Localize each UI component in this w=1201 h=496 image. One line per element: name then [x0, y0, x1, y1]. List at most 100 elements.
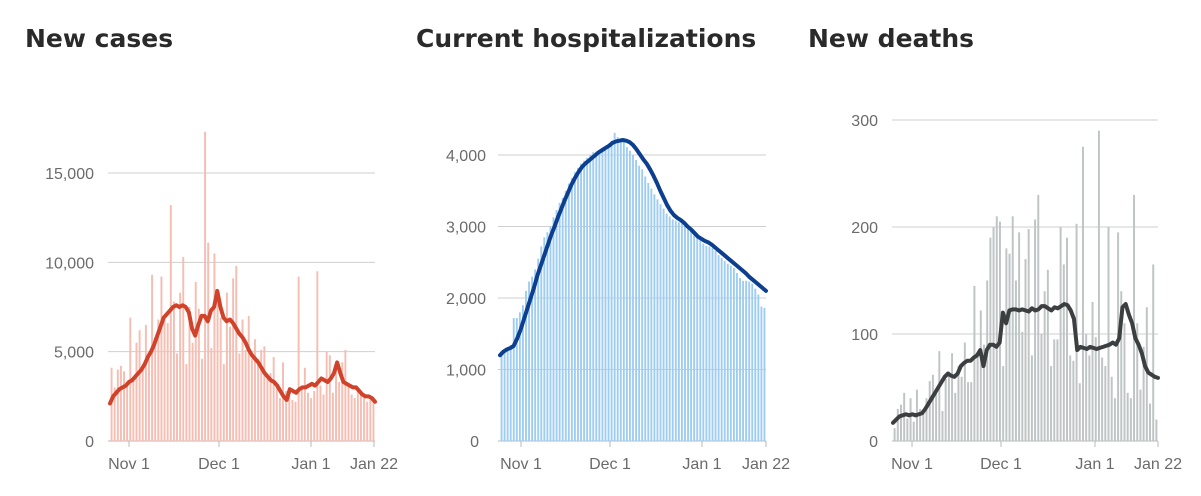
bar: [677, 222, 680, 441]
bar: [625, 147, 628, 441]
bar: [1123, 323, 1126, 441]
bar: [941, 411, 944, 441]
bar: [263, 346, 266, 441]
bar: [244, 349, 247, 441]
bar: [179, 292, 182, 441]
bar: [671, 219, 674, 441]
bar: [344, 349, 347, 441]
bar: [754, 288, 757, 441]
bar: [148, 358, 150, 441]
bar: [732, 267, 735, 441]
bar: [151, 274, 154, 441]
bar: [1142, 346, 1145, 441]
bar: [506, 348, 509, 441]
bar: [247, 315, 250, 441]
bar: [1062, 264, 1065, 441]
bar: [369, 399, 372, 441]
bar: [182, 256, 185, 441]
bar: [172, 301, 175, 441]
bar: [285, 390, 288, 441]
bar: [684, 225, 686, 441]
bar: [1126, 392, 1129, 441]
bar: [925, 398, 928, 441]
bar: [745, 280, 748, 441]
bar: [641, 169, 644, 442]
bar: [257, 358, 260, 441]
bar: [595, 151, 598, 441]
bar: [185, 364, 188, 441]
bar: [947, 371, 950, 441]
bar: [983, 344, 985, 441]
bar: [1081, 146, 1084, 441]
y-tick-label: 300: [851, 113, 878, 130]
bar: [166, 323, 169, 441]
bar: [928, 381, 931, 441]
bar: [1149, 403, 1152, 441]
bar: [1094, 337, 1097, 441]
bar: [278, 398, 281, 441]
bar: [760, 306, 763, 441]
bar: [1078, 383, 1081, 441]
bar: [528, 281, 530, 441]
bar: [328, 355, 331, 441]
bars: [500, 132, 766, 442]
x-tick-label: Dec 1: [589, 456, 631, 473]
bar: [188, 307, 191, 441]
bar: [1043, 291, 1046, 441]
x-tick-label: Dec 1: [980, 456, 1022, 473]
bar: [726, 263, 729, 441]
bar: [919, 408, 922, 441]
bar: [266, 374, 269, 441]
bar: [269, 373, 272, 441]
bar: [653, 194, 656, 441]
y-tick-label: 0: [470, 434, 479, 451]
bar: [604, 147, 607, 441]
bar: [1091, 301, 1094, 441]
bar: [635, 160, 638, 441]
bar: [748, 281, 751, 441]
bar: [723, 260, 726, 441]
x-tick-label: Nov 1: [108, 456, 150, 473]
bar: [619, 139, 622, 441]
bar: [537, 258, 540, 441]
bar: [739, 277, 741, 441]
bar: [132, 376, 135, 441]
x-tick-label: Jan 1: [291, 456, 330, 473]
bar: [1069, 355, 1072, 441]
bar: [297, 276, 300, 441]
bar: [157, 319, 160, 441]
bar: [1088, 355, 1091, 441]
bar: [583, 160, 586, 441]
bar: [176, 353, 178, 441]
bar: [995, 216, 998, 441]
bar: [573, 172, 576, 441]
bar: [113, 387, 116, 441]
bar: [515, 318, 518, 441]
y-tick-label: 100: [851, 327, 878, 344]
bar: [210, 348, 213, 441]
bar: [521, 305, 524, 441]
x-tick-label: Jan 22: [350, 456, 398, 473]
bar: [601, 148, 604, 441]
bar: [238, 353, 241, 441]
bar: [742, 280, 745, 441]
bar: [325, 351, 328, 441]
bar: [954, 392, 957, 441]
bar: [912, 421, 915, 441]
bar: [1097, 130, 1100, 441]
bar: [690, 229, 693, 441]
bar: [577, 167, 579, 441]
bar: [896, 408, 899, 441]
bar: [331, 392, 334, 441]
bar: [272, 357, 275, 441]
hospitalizations-panel: Current hospitalizations 1,000 2,000 3,000…: [392, 0, 792, 496]
bar: [307, 392, 309, 441]
bar: [1021, 331, 1024, 441]
chart-title: Current hospitalizations: [416, 24, 757, 53]
bar: [322, 394, 325, 441]
x-tick-label: Jan 1: [682, 456, 721, 473]
bar: [316, 271, 319, 441]
bar: [1024, 259, 1027, 441]
chart-title: New deaths: [808, 24, 975, 53]
bar: [366, 401, 369, 441]
